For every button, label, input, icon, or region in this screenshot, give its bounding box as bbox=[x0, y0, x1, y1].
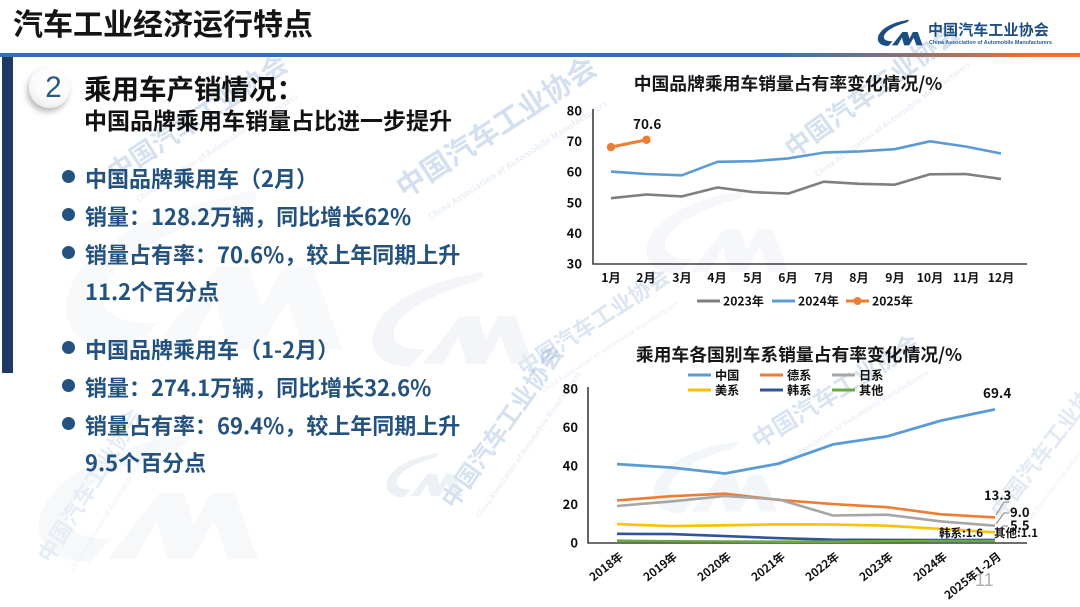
svg-text:50: 50 bbox=[567, 192, 583, 211]
svg-text:4月: 4月 bbox=[707, 268, 726, 286]
svg-text:0: 0 bbox=[570, 533, 578, 552]
svg-text:中国: 中国 bbox=[715, 365, 739, 383]
svg-text:80: 80 bbox=[563, 379, 579, 398]
svg-text:8月: 8月 bbox=[849, 268, 868, 286]
svg-text:2020年: 2020年 bbox=[694, 548, 735, 585]
svg-text:11月: 11月 bbox=[953, 268, 980, 286]
svg-text:乘用车各国别车系销量占有率变化情况/%: 乘用车各国别车系销量占有率变化情况/% bbox=[636, 341, 962, 367]
svg-text:德系: 德系 bbox=[787, 365, 811, 383]
svg-text:其他:1.1: 其他:1.1 bbox=[994, 525, 1038, 541]
svg-text:2021年: 2021年 bbox=[748, 548, 789, 585]
svg-text:2025年: 2025年 bbox=[872, 291, 913, 309]
svg-text:40: 40 bbox=[567, 223, 583, 242]
svg-text:2024年: 2024年 bbox=[798, 291, 839, 309]
svg-text:2023年: 2023年 bbox=[856, 548, 897, 585]
svg-text:2024年: 2024年 bbox=[910, 548, 951, 585]
svg-text:9.0: 9.0 bbox=[1010, 502, 1030, 521]
svg-text:日系: 日系 bbox=[859, 365, 883, 383]
svg-text:2月: 2月 bbox=[636, 268, 655, 286]
svg-text:美系: 美系 bbox=[715, 380, 739, 398]
svg-text:5.5: 5.5 bbox=[1010, 515, 1030, 534]
svg-text:2025年1-2月: 2025年1-2月 bbox=[941, 549, 1004, 603]
svg-text:2023年: 2023年 bbox=[723, 291, 764, 309]
svg-text:20: 20 bbox=[563, 494, 579, 513]
svg-text:60: 60 bbox=[567, 162, 583, 181]
svg-text:1月: 1月 bbox=[601, 268, 620, 286]
svg-text:80: 80 bbox=[567, 101, 583, 120]
svg-text:3月: 3月 bbox=[672, 268, 691, 286]
svg-text:70: 70 bbox=[567, 131, 583, 150]
svg-text:60: 60 bbox=[563, 417, 579, 436]
svg-text:韩系: 韩系 bbox=[787, 380, 811, 398]
svg-text:中国品牌乘用车销量占有率变化情况/%: 中国品牌乘用车销量占有率变化情况/% bbox=[634, 70, 943, 96]
svg-text:69.4: 69.4 bbox=[983, 382, 1011, 402]
svg-text:2019年: 2019年 bbox=[640, 548, 681, 585]
svg-text:9月: 9月 bbox=[885, 268, 904, 286]
svg-text:韩系:1.6: 韩系:1.6 bbox=[939, 525, 983, 541]
svg-text:12月: 12月 bbox=[988, 268, 1015, 286]
svg-text:其他: 其他 bbox=[859, 380, 883, 398]
svg-text:6月: 6月 bbox=[778, 268, 797, 286]
svg-text:2022年: 2022年 bbox=[802, 548, 843, 585]
svg-text:13.3: 13.3 bbox=[984, 485, 1011, 504]
svg-text:5月: 5月 bbox=[743, 268, 762, 286]
svg-text:10月: 10月 bbox=[917, 268, 944, 286]
svg-text:70.6: 70.6 bbox=[633, 113, 661, 133]
svg-text:2018年: 2018年 bbox=[586, 548, 627, 585]
svg-text:30: 30 bbox=[567, 254, 583, 273]
svg-text:7月: 7月 bbox=[814, 268, 833, 286]
svg-text:40: 40 bbox=[563, 456, 579, 475]
